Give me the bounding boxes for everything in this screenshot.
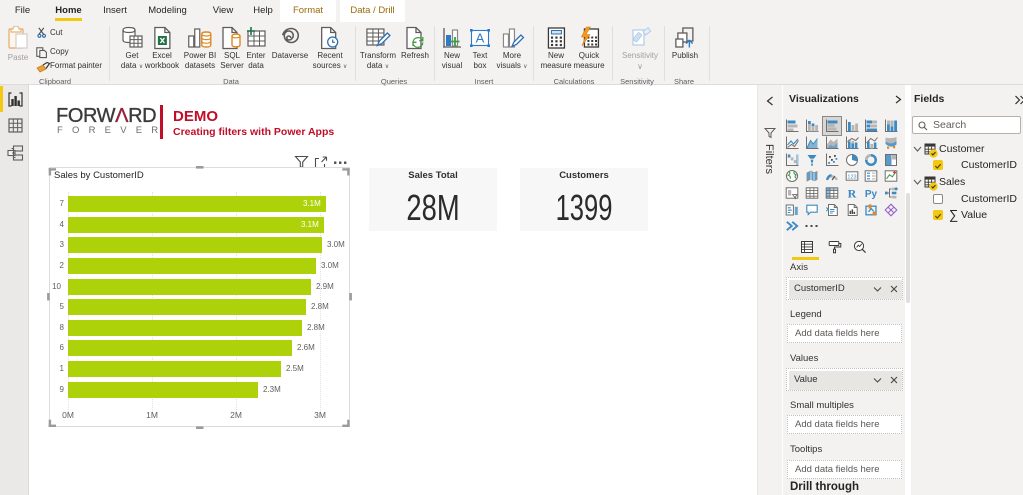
svg-text:R: R xyxy=(848,187,857,201)
svg-text:Py: Py xyxy=(865,189,878,200)
svg-text:A: A xyxy=(476,31,485,46)
svg-text:123: 123 xyxy=(847,174,856,180)
